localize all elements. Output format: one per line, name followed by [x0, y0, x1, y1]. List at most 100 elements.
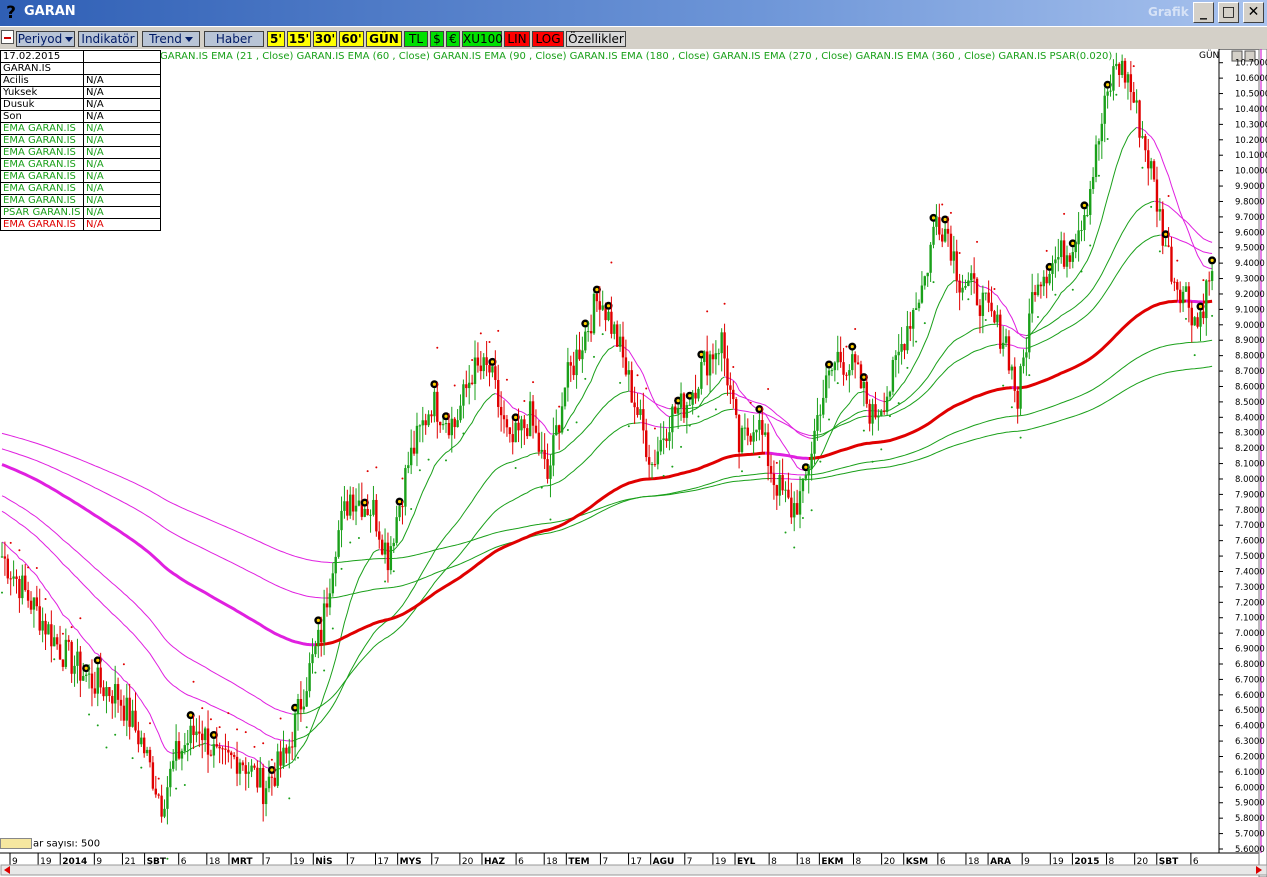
candle-body: [555, 425, 558, 436]
period-gun-button[interactable]: GÜN: [366, 31, 402, 47]
candle-body: [453, 418, 456, 428]
scale-log-button[interactable]: LOG: [532, 31, 564, 47]
candle-body: [494, 366, 497, 380]
candle-body: [682, 393, 686, 418]
candle-body: [732, 389, 735, 400]
periyod-dropdown[interactable]: Periyod: [16, 31, 75, 47]
chart-icon[interactable]: [1, 30, 14, 44]
candle-body: [203, 728, 207, 741]
x-tick-label: 7: [602, 857, 608, 867]
close-button[interactable]: ✕: [1243, 2, 1264, 23]
candle-body: [586, 331, 590, 333]
candle-body: [116, 684, 120, 700]
ema-main-line: [765, 451, 809, 460]
period-5-button[interactable]: 5': [267, 31, 285, 47]
candle-body: [1196, 317, 1199, 327]
candle-body: [105, 687, 108, 697]
psar-dot: [471, 359, 474, 362]
candle-body: [543, 449, 546, 460]
candle-body: [93, 688, 97, 694]
currency-usd-button[interactable]: $: [430, 31, 444, 47]
psar-dot: [1141, 166, 1144, 169]
xu100-button[interactable]: XU100: [462, 31, 503, 47]
chevron-down-icon: [65, 37, 74, 42]
candle-body: [961, 287, 964, 293]
candle-body: [317, 629, 320, 647]
candle-body: [949, 233, 953, 261]
currency-tl-button[interactable]: TL: [404, 31, 428, 47]
candle-body: [409, 447, 413, 466]
y-tick-label: 6.3000: [1235, 737, 1265, 747]
candle-body: [1207, 280, 1211, 282]
candle-body: [1144, 136, 1147, 151]
candle-body: [674, 406, 677, 414]
indikator-dropdown[interactable]: Indikatör: [78, 31, 138, 56]
signal-marker-center: [432, 382, 436, 386]
period-15-button[interactable]: 15': [287, 31, 311, 47]
minimize-button[interactable]: _: [1193, 2, 1214, 23]
psar-dot: [18, 549, 21, 552]
candle-body: [375, 499, 378, 532]
x-tick-label: 8: [855, 857, 861, 867]
candle-body: [639, 409, 642, 415]
candle-body: [224, 748, 227, 750]
y-tick-label: 9.9000: [1235, 182, 1265, 192]
psar-dot: [880, 448, 883, 451]
candle-body: [938, 217, 941, 235]
candle-body: [691, 392, 694, 405]
psar-dot: [96, 724, 99, 727]
candle-body: [488, 365, 491, 373]
indicator-legend: GARAN.IS EMA (21 , Close) GARAN.IS EMA (…: [160, 51, 1113, 62]
x-tick-label: 19: [715, 857, 727, 867]
period-30-button[interactable]: 30': [313, 31, 337, 47]
ozellikler-button[interactable]: Özellikler: [566, 31, 626, 47]
candle-body: [1176, 282, 1179, 290]
candle-body: [1173, 281, 1176, 283]
candle-body: [438, 421, 442, 426]
trend-dropdown[interactable]: Trend: [142, 31, 200, 47]
psar-dot: [784, 531, 787, 534]
psar-dot: [88, 713, 91, 716]
maximize-button[interactable]: □: [1218, 2, 1239, 23]
candle-body: [584, 331, 587, 351]
candle-body: [70, 641, 73, 674]
x-tick-label: 8: [1109, 857, 1115, 867]
psar-dot: [793, 546, 796, 549]
psar-dot: [714, 408, 717, 411]
ema60-line: [884, 323, 998, 412]
price-chart[interactable]: 10.7000 10.6000 10.5000 10.4000 10.3000 10.20…: [0, 49, 1267, 877]
ema-main-line: [1203, 299, 1213, 304]
candle-body: [441, 424, 445, 426]
candle-body: [734, 399, 738, 415]
title-bar: ? GARAN Grafik _ □ ✕: [0, 0, 1267, 26]
candle-body: [380, 539, 384, 555]
help-icon[interactable]: ?: [6, 3, 16, 23]
candle-body: [1062, 240, 1066, 267]
psar-dot: [549, 518, 552, 521]
psar-dot: [53, 658, 56, 661]
candle-body: [679, 393, 683, 408]
haber-button[interactable]: Haber: [204, 31, 264, 47]
candle-body: [73, 665, 76, 674]
period-60-button[interactable]: 60': [339, 31, 364, 47]
candle-body: [1184, 286, 1188, 292]
psar-dot: [514, 466, 517, 469]
scale-lin-button[interactable]: LIN: [504, 31, 530, 47]
candle-body: [827, 370, 831, 376]
candle-body: [987, 292, 990, 303]
ema21-line: [884, 280, 957, 403]
candle-body: [676, 407, 680, 414]
candle-body: [87, 673, 91, 675]
signal-marker-center: [514, 415, 518, 419]
x-tick-label: 7: [349, 857, 355, 867]
psar-dot: [532, 381, 535, 384]
y-tick-label: 6.6000: [1235, 691, 1265, 701]
candle-body: [154, 788, 158, 795]
candle-body: [1089, 189, 1092, 215]
psar-dot: [1184, 317, 1187, 320]
y-tick-label: 6.7000: [1235, 675, 1265, 685]
currency-eur-button[interactable]: €: [446, 31, 460, 47]
candle-body: [21, 575, 24, 599]
candle-body: [9, 578, 12, 580]
candle-body: [1103, 95, 1106, 124]
